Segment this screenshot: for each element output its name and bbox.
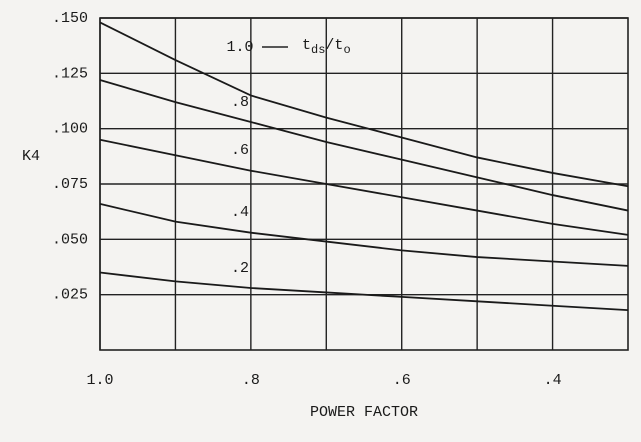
annotation-part: t — [302, 37, 311, 54]
curve — [99, 21, 629, 188]
curve-label: 1.0 — [226, 39, 253, 56]
x-axis-label: POWER FACTOR — [310, 404, 418, 421]
curve-label: .8 — [231, 94, 249, 111]
y-tick-label: .050 — [52, 231, 88, 248]
y-tick-label: .125 — [52, 65, 88, 82]
y-tick-label: .150 — [52, 10, 88, 27]
curve — [99, 79, 629, 212]
curve-label: .2 — [231, 260, 249, 277]
annotation: tds/to — [302, 37, 351, 57]
curve — [99, 138, 629, 236]
annotation-part: ds — [311, 43, 325, 57]
curve — [99, 203, 629, 267]
x-tick-label: .4 — [544, 372, 562, 389]
x-tick-label: .6 — [393, 372, 411, 389]
y-tick-label: .025 — [52, 287, 88, 304]
curve-label: .4 — [231, 204, 249, 221]
x-tick-label: .8 — [242, 372, 260, 389]
y-tick-label: .100 — [52, 121, 88, 138]
y-tick-label: .075 — [52, 176, 88, 193]
curve-label: .6 — [231, 142, 249, 159]
x-tick-label: 1.0 — [86, 372, 113, 389]
annotation-part: o — [343, 43, 350, 57]
curve — [99, 271, 629, 312]
y-axis-label: K4 — [22, 148, 40, 165]
annotation-part: /t — [325, 37, 343, 54]
